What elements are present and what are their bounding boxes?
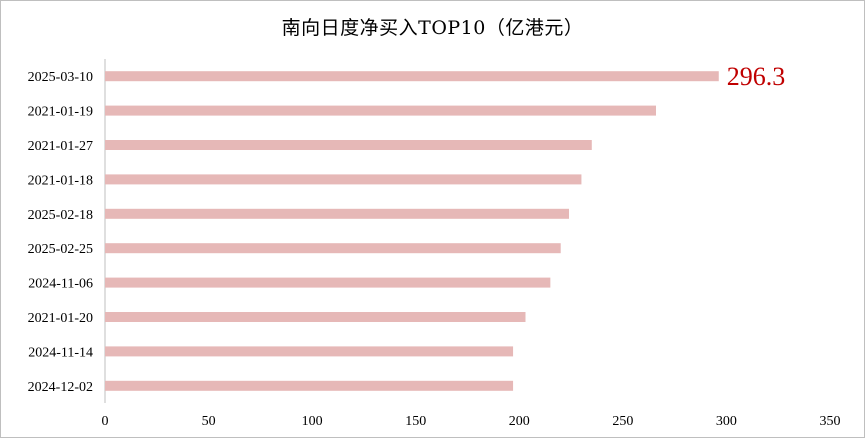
bar-2025-02-25 [105,243,561,254]
bar-2025-02-18 [105,208,569,219]
bar-2021-01-27 [105,140,592,150]
x-tick-label: 0 [102,414,109,429]
x-tick-label: 300 [716,414,737,429]
bar-2024-11-06 [105,277,551,288]
bar-2021-01-20 [105,312,526,322]
chart-title: 南向日度净买入TOP10（亿港元） [281,17,584,39]
category-label: 2021-01-18 [28,173,93,188]
x-tick-label: 100 [302,414,323,429]
category-label: 2025-02-25 [28,242,93,257]
bar-2021-01-19 [105,105,656,116]
category-label: 2024-11-06 [28,277,93,292]
x-tick-label: 50 [202,414,216,429]
category-label: 2021-01-19 [28,105,93,120]
category-label: 2025-02-18 [28,208,93,223]
category-label: 2024-11-14 [28,345,93,360]
bar-2024-12-02 [105,380,514,391]
bar-2024-11-14 [105,346,514,357]
x-tick-label: 350 [820,414,841,429]
x-tick-label: 150 [405,414,426,429]
category-label: 2021-01-27 [28,139,93,154]
category-label: 2025-03-10 [28,70,93,85]
category-label: 2024-12-02 [28,380,93,395]
bar-2025-03-10 [105,71,719,82]
data-label: 296.3 [727,62,786,91]
bar-2021-01-18 [105,174,582,185]
x-tick-label: 250 [612,414,633,429]
category-label: 2021-01-20 [28,311,93,326]
x-tick-label: 200 [509,414,530,429]
